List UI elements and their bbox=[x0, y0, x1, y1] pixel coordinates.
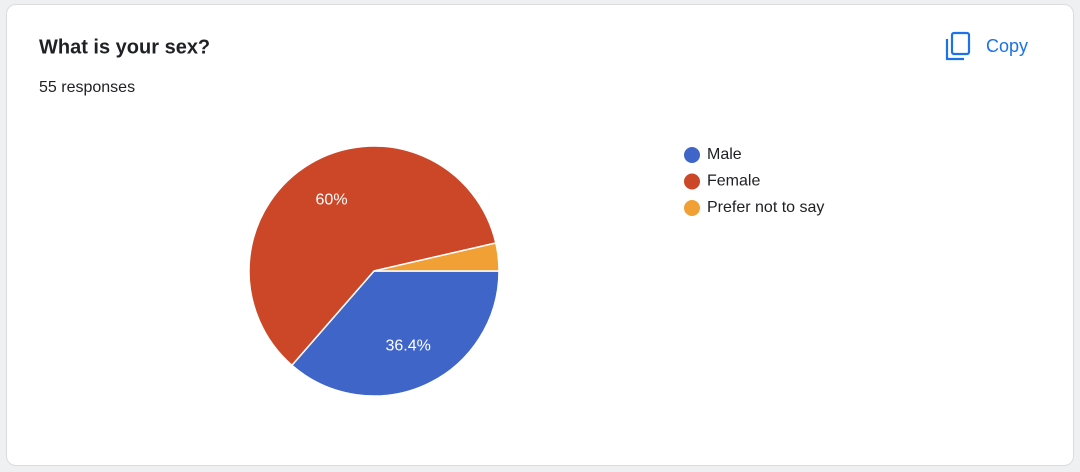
slice-label: 60% bbox=[316, 191, 348, 208]
legend-swatch bbox=[684, 147, 700, 163]
copy-icon bbox=[950, 31, 971, 56]
pie-slice bbox=[248, 145, 497, 367]
pie-slice bbox=[290, 270, 500, 397]
legend-label: Prefer not to say bbox=[707, 199, 824, 216]
chart-title: What is your sex? bbox=[39, 36, 210, 58]
pie-slice bbox=[373, 242, 500, 272]
legend-label: Male bbox=[707, 146, 742, 163]
legend-swatch bbox=[684, 200, 700, 216]
slice-label: 36.4% bbox=[385, 337, 430, 354]
copy-button[interactable]: Copy bbox=[940, 26, 1045, 66]
card bbox=[6, 4, 1074, 466]
legend-swatch bbox=[684, 173, 700, 190]
legend-label: Female bbox=[707, 173, 760, 190]
copy-icon bbox=[945, 39, 964, 61]
subtitle: 55 responses bbox=[39, 79, 135, 96]
copy-label[interactable]: Copy bbox=[986, 36, 1028, 56]
